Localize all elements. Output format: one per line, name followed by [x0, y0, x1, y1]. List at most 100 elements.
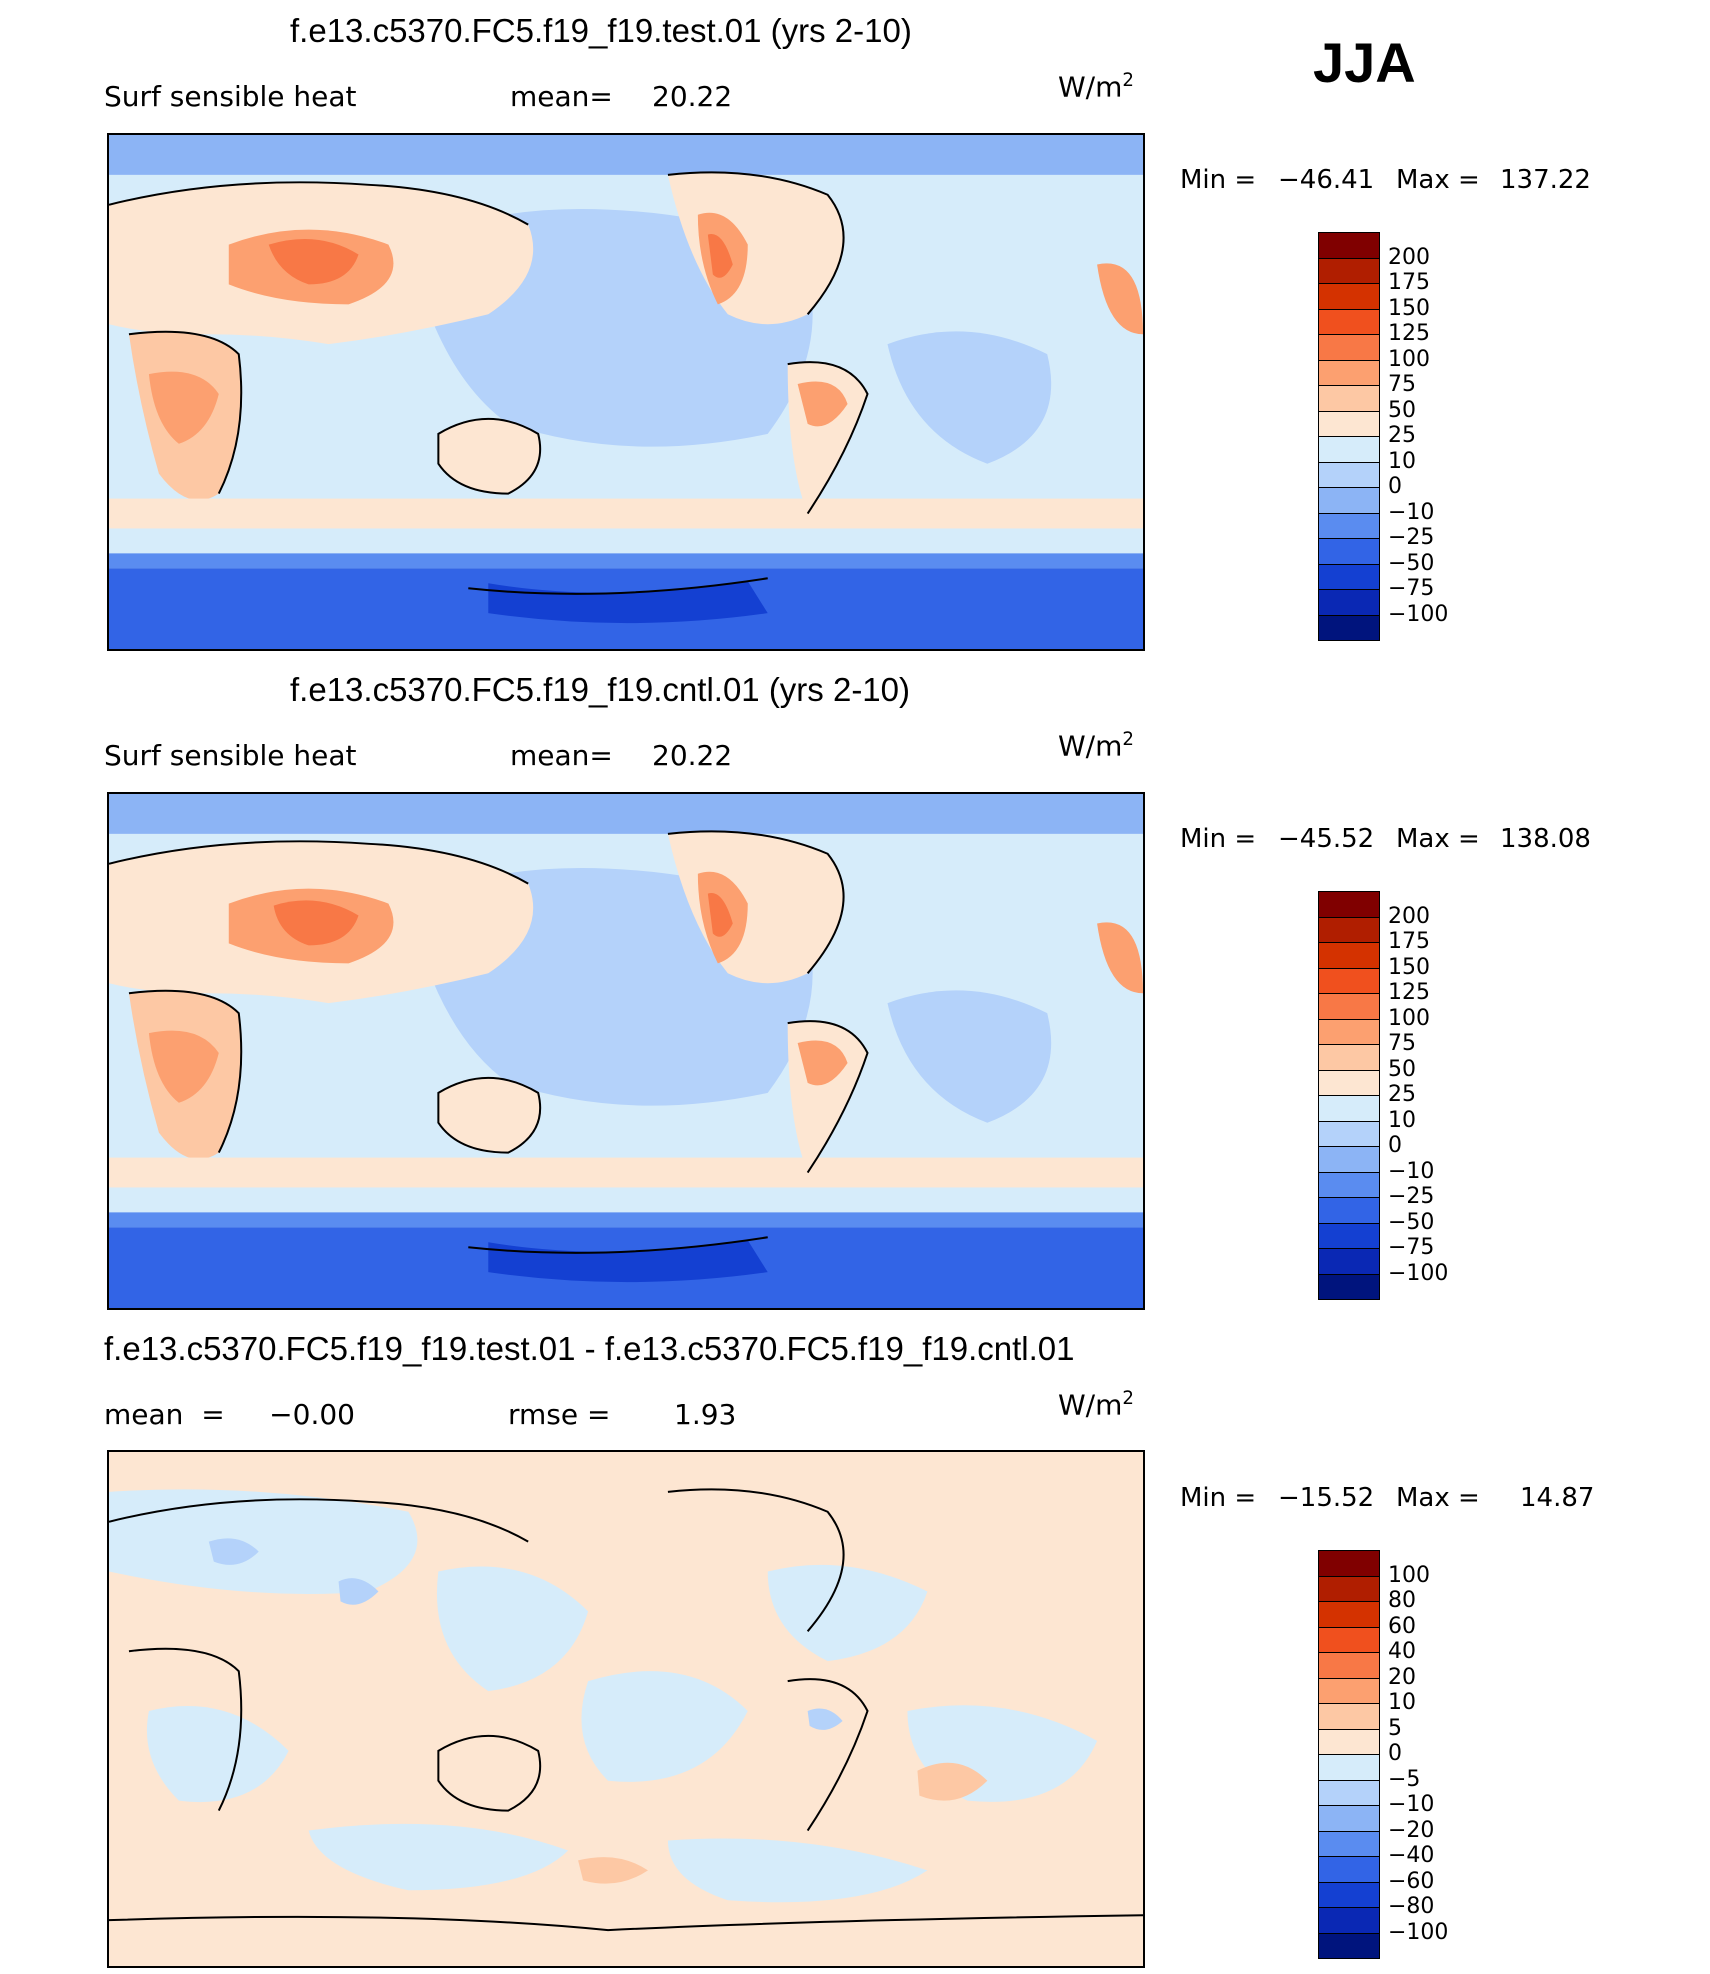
panel-2-units: W/m2	[1058, 729, 1134, 763]
colorbar-tick-label: −25	[1388, 1184, 1435, 1209]
colorbar-swatch	[1318, 257, 1380, 284]
colorbar-swatch	[1318, 1703, 1380, 1730]
colorbar-swatch	[1318, 1881, 1380, 1908]
colorbar-tick-label: −60	[1388, 1868, 1435, 1894]
colorbar-swatch	[1318, 538, 1380, 565]
panel-2-min-label: Min =	[1180, 824, 1257, 854]
colorbar-tick-label: −40	[1388, 1843, 1435, 1868]
colorbar-swatch	[1318, 589, 1380, 616]
panel-1-max-value: 137.22	[1500, 165, 1591, 195]
panel-2-max-value: 138.08	[1500, 824, 1591, 854]
colorbar-tick-label: −10	[1388, 1792, 1435, 1817]
colorbar-tick-label: 175	[1388, 270, 1430, 295]
colorbar-swatch	[1318, 436, 1380, 463]
colorbar-swatch	[1318, 1626, 1380, 1653]
colorbar-swatch	[1318, 1146, 1380, 1173]
colorbar-tick-label: 75	[1388, 1031, 1416, 1056]
colorbar-swatch	[1318, 1018, 1380, 1045]
colorbar-tick-label: −50	[1388, 550, 1435, 576]
colorbar-swatch	[1318, 1779, 1380, 1806]
panel-3-units: W/m2	[1058, 1388, 1134, 1422]
panel-1-mean-label: mean=	[510, 80, 613, 113]
panel-2-mean-label: mean=	[510, 739, 613, 772]
colorbar-tick-label: −5	[1388, 1766, 1421, 1792]
colorbar-tick-label: −25	[1388, 525, 1435, 550]
colorbar-swatch	[1318, 1550, 1380, 1577]
colorbar-swatch	[1318, 1856, 1380, 1883]
season-label: JJA	[1313, 31, 1416, 94]
colorbar-swatch	[1318, 308, 1380, 335]
colorbar-swatch	[1318, 563, 1380, 590]
colorbar-tick-label: −10	[1388, 499, 1435, 525]
colorbar-swatch	[1318, 512, 1380, 539]
colorbar-swatch	[1318, 614, 1380, 641]
colorbar-tick-label: 200	[1388, 903, 1430, 929]
colorbar-swatch	[1318, 942, 1380, 969]
colorbar-swatch	[1318, 916, 1380, 943]
colorbar-tick-label: 40	[1388, 1639, 1416, 1664]
panel-2-max-label: Max =	[1396, 824, 1480, 854]
colorbar-tick-label: 20	[1388, 1664, 1416, 1690]
colorbar-swatch	[1318, 1120, 1380, 1147]
colorbar-swatch	[1318, 1575, 1380, 1602]
panel-2-map	[107, 792, 1145, 1310]
colorbar-tick-label: 100	[1388, 346, 1430, 372]
colorbar-swatch	[1318, 1830, 1380, 1857]
panel-1-variable-label: Surf sensible heat	[104, 80, 357, 113]
panel-2-mean-value: 20.22	[652, 739, 733, 772]
colorbar-tick-label: 5	[1388, 1715, 1402, 1741]
panel-2-title: f.e13.c5370.FC5.f19_f19.cntl.01 (yrs 2-1…	[290, 671, 911, 708]
colorbar-swatch	[1318, 461, 1380, 488]
colorbar-tick-label: 50	[1388, 1056, 1416, 1082]
colorbar-swatch	[1318, 232, 1380, 259]
colorbar-tick-label: 25	[1388, 423, 1416, 448]
colorbar-swatch	[1318, 1273, 1380, 1300]
colorbar-tick-label: 50	[1388, 397, 1416, 423]
colorbar-swatch	[1318, 1095, 1380, 1122]
colorbar-swatch	[1318, 1171, 1380, 1198]
panel-2-min-value: −45.52	[1278, 824, 1375, 854]
panel-1-max-label: Max =	[1396, 165, 1480, 195]
panel-2-variable-label: Surf sensible heat	[104, 739, 357, 772]
colorbar-tick-label: −10	[1388, 1158, 1435, 1184]
colorbar-swatch	[1318, 1197, 1380, 1224]
panel-3-max-label: Max =	[1396, 1483, 1480, 1513]
colorbar-swatch	[1318, 1652, 1380, 1679]
colorbar-tick-label: −80	[1388, 1894, 1435, 1919]
colorbar-swatch	[1318, 967, 1380, 994]
colorbar-swatch	[1318, 487, 1380, 514]
colorbar-tick-label: 100	[1388, 1005, 1430, 1031]
colorbar-swatch	[1318, 1069, 1380, 1096]
colorbar-tick-label: 10	[1388, 1690, 1416, 1715]
panel-1-min-label: Min =	[1180, 165, 1257, 195]
colorbar-swatch	[1318, 1754, 1380, 1781]
colorbar-tick-label: −50	[1388, 1209, 1435, 1235]
panel-3-map	[107, 1450, 1145, 1968]
panel-3-min-value: −15.52	[1278, 1483, 1375, 1513]
colorbar-tick-label: −75	[1388, 576, 1435, 601]
colorbar-tick-label: 10	[1388, 448, 1416, 474]
colorbar-tick-label: −100	[1388, 1260, 1449, 1286]
colorbar-swatch	[1318, 359, 1380, 386]
colorbar-swatch	[1318, 334, 1380, 361]
colorbar-swatch	[1318, 1601, 1380, 1628]
panel-1-title: f.e13.c5370.FC5.f19_f19.test.01 (yrs 2-1…	[290, 12, 912, 49]
colorbar-tick-label: −20	[1388, 1817, 1435, 1843]
colorbar-swatch	[1318, 410, 1380, 437]
panel-3-mean-text: mean = −0.00	[104, 1398, 355, 1431]
panel-1-min-value: −46.41	[1278, 165, 1375, 195]
colorbar-tick-label: 25	[1388, 1082, 1416, 1107]
panel-1-units: W/m2	[1058, 70, 1134, 104]
colorbar-swatch	[1318, 1728, 1380, 1755]
colorbar-tick-label: 75	[1388, 372, 1416, 397]
panel-1-map	[107, 133, 1145, 651]
colorbar-swatch	[1318, 993, 1380, 1020]
colorbar-tick-label: 100	[1388, 1562, 1430, 1588]
panel-3-title: f.e13.c5370.FC5.f19_f19.test.01 - f.e13.…	[104, 1330, 1075, 1367]
colorbar-tick-label: −100	[1388, 1919, 1449, 1945]
panel-1-mean-value: 20.22	[652, 80, 733, 113]
colorbar-swatch	[1318, 385, 1380, 412]
panel-3-min-label: Min =	[1180, 1483, 1257, 1513]
colorbar-swatch	[1318, 1677, 1380, 1704]
colorbar-tick-label: 0	[1388, 1741, 1402, 1766]
